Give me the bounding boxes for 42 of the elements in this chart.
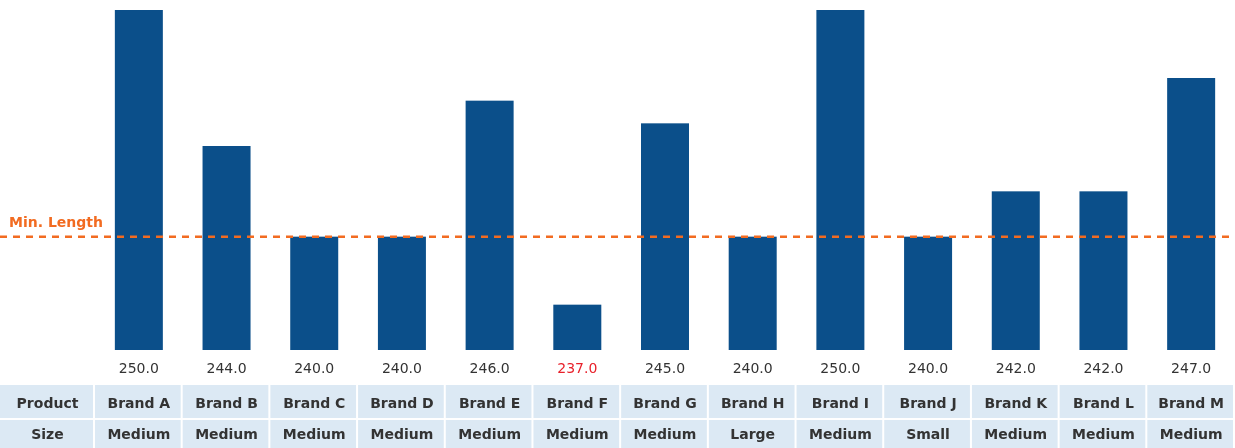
x-axis-title: Product [16, 394, 79, 411]
x-tick-label: Brand J [899, 394, 957, 411]
data-label: 245.0 [644, 360, 686, 376]
x-tick-label: Brand B [195, 394, 258, 411]
text: Medium [984, 426, 1048, 442]
data-label: 240.0 [732, 360, 773, 376]
data-label: 250.0 [118, 360, 159, 376]
data-label: 244.0 [206, 360, 247, 376]
text: Medium [808, 426, 872, 442]
data-label: 240.0 [908, 360, 949, 376]
x-tick-label: Brand D [370, 394, 434, 411]
x-tick-label: Brand G [633, 394, 697, 411]
data-label: 240.0 [381, 360, 422, 376]
text: Medium [282, 426, 346, 442]
data-label: 250.0 [820, 360, 861, 376]
text: Medium [545, 426, 609, 442]
x-tick-label: Brand K [984, 394, 1049, 411]
data-label: 246.0 [469, 360, 510, 376]
text: Size [31, 426, 64, 442]
x-tick-label: Brand E [458, 394, 521, 411]
x-tick-label: Brand C [283, 394, 346, 411]
text: Medium [1072, 426, 1135, 442]
x-tick-label: Brand I [811, 394, 869, 411]
data-label: 242.0 [1083, 360, 1124, 376]
data-label: 247.0 [1171, 360, 1212, 376]
data-label: 242.0 [995, 360, 1036, 376]
text: Medium [195, 426, 258, 442]
x-tick-label: Brand A [107, 394, 171, 411]
text: Small [906, 426, 950, 442]
data-label: 237.0 [557, 360, 598, 376]
text: Medium [633, 426, 697, 442]
x-tick-label: Brand H [720, 394, 785, 411]
text: Medium [458, 426, 522, 442]
text: Large [730, 426, 776, 442]
x-tick-label: Brand M [1158, 394, 1225, 411]
x-tick-label: Brand L [1073, 394, 1134, 411]
x-tick-label: Brand F [546, 394, 609, 411]
data-label: 240.0 [294, 360, 335, 376]
text: Medium [370, 426, 434, 442]
text: Medium [107, 426, 171, 442]
text: Medium [1159, 426, 1223, 442]
ref-line-label: Min. Length [9, 213, 103, 230]
